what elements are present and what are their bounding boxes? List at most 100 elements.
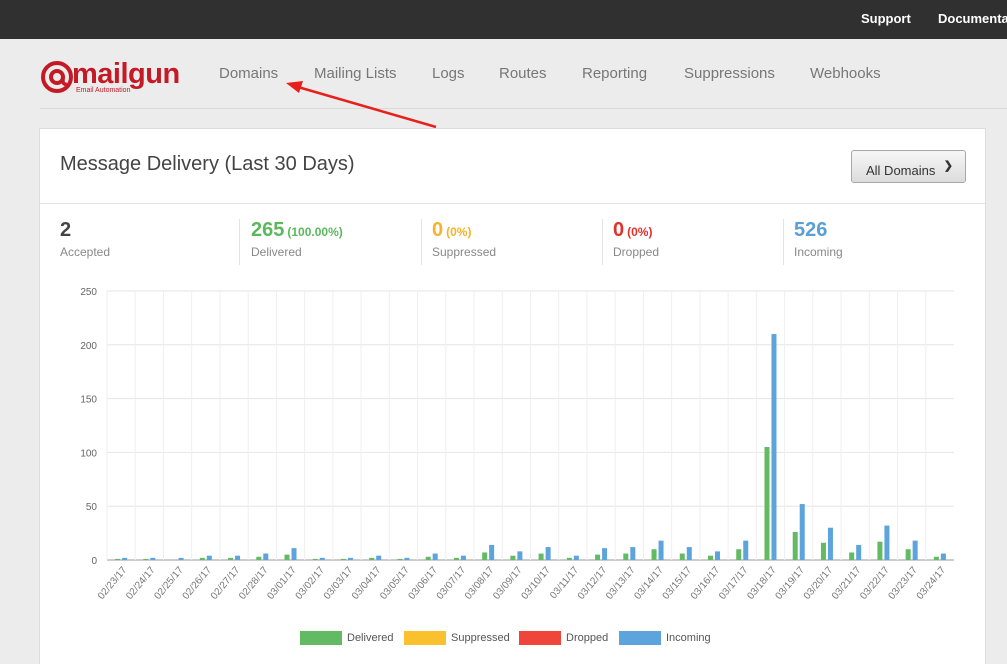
nav-logs[interactable]: Logs — [432, 65, 465, 82]
nav-suppressions[interactable]: Suppressions — [684, 65, 775, 82]
bar-delivered — [340, 558, 346, 560]
y-tick-label: 0 — [91, 556, 97, 567]
bar-delivered — [764, 447, 770, 560]
bar-delivered — [482, 552, 488, 560]
y-tick-label: 200 — [80, 341, 97, 352]
nav-domains[interactable]: Domains — [219, 65, 279, 82]
stat-accepted-label: Accepted — [60, 245, 111, 259]
bar-delivered — [905, 549, 911, 560]
nav-routes[interactable]: Routes — [499, 65, 547, 82]
bar-delivered — [933, 556, 939, 560]
at-sign-icon — [41, 61, 73, 93]
bar-delivered — [143, 558, 149, 560]
delivery-bar-chart: 05010015020025002/23/1702/24/1702/25/170… — [80, 287, 954, 602]
chevron-down-icon: ❯ — [943, 160, 953, 172]
bar-delivered — [877, 541, 883, 560]
bar-delivered — [115, 558, 121, 560]
mailgun-logo[interactable]: mailgun Email Automation — [40, 58, 190, 98]
bar-incoming — [122, 557, 128, 560]
bar-incoming — [912, 540, 918, 560]
nav-webhooks[interactable]: Webhooks — [810, 65, 881, 82]
legend-label-suppressed: Suppressed — [451, 632, 510, 644]
bar-incoming — [178, 557, 184, 560]
legend-label-incoming: Incoming — [666, 632, 711, 644]
support-link[interactable]: Support — [861, 11, 911, 26]
bar-incoming — [686, 547, 692, 560]
stat-separator — [602, 219, 603, 265]
stat-accepted-value: 2 — [60, 219, 72, 241]
card-header-divider — [40, 203, 985, 204]
x-tick-label: 03/24/17 — [915, 565, 949, 602]
bar-incoming — [263, 553, 269, 560]
bar-delivered — [425, 556, 431, 560]
stat-delivered-label: Delivered — [251, 245, 302, 259]
legend-label-dropped: Dropped — [566, 632, 609, 644]
stat-suppressed-pct: (0%) — [446, 225, 472, 239]
stat-suppressed-label: Suppressed — [432, 245, 497, 259]
bar-incoming — [743, 540, 749, 560]
stat-delivered-value: 265 — [251, 219, 285, 241]
bar-incoming — [432, 553, 438, 560]
bar-delivered — [284, 554, 290, 560]
bar-incoming — [319, 557, 325, 560]
bar-incoming — [827, 527, 833, 560]
all-domains-dropdown[interactable]: All Domains ❯ — [851, 150, 966, 183]
bar-incoming — [517, 551, 523, 560]
stat-delivered: 265 (100.00%) Delivered — [251, 219, 343, 267]
nav-reporting[interactable]: Reporting — [582, 65, 648, 82]
bar-incoming — [799, 504, 805, 560]
stat-incoming-value: 526 — [794, 219, 828, 241]
stat-dropped: 0 (0%) Dropped — [613, 219, 659, 267]
bar-incoming — [206, 555, 212, 560]
stat-dropped-label: Dropped — [613, 245, 660, 259]
top-bar: Support Documentat — [0, 0, 1007, 39]
y-tick-label: 150 — [80, 395, 97, 406]
bar-incoming — [573, 555, 579, 560]
bar-incoming — [940, 553, 946, 560]
all-domains-label: All Domains — [866, 163, 936, 178]
bar-incoming — [856, 544, 862, 560]
bar-delivered — [820, 542, 826, 560]
stat-incoming: 526 Incoming — [794, 219, 843, 267]
bar-delivered — [566, 557, 572, 560]
legend-label-delivered: Delivered — [347, 632, 394, 644]
chart-legend: Delivered Suppressed Dropped Incoming — [300, 631, 730, 645]
documentation-link[interactable]: Documentat — [938, 11, 1007, 26]
bar-delivered — [849, 552, 855, 560]
legend-swatch-delivered — [300, 631, 342, 645]
bar-incoming — [404, 557, 410, 560]
bar-delivered — [369, 557, 375, 560]
card-title: Message Delivery (Last 30 Days) — [60, 153, 355, 175]
y-tick-label: 250 — [80, 287, 97, 298]
nav-mailing-lists[interactable]: Mailing Lists — [314, 65, 397, 82]
bar-incoming — [602, 548, 608, 560]
bar-incoming — [884, 525, 890, 560]
bar-delivered — [312, 558, 318, 560]
bar-delivered — [538, 553, 544, 560]
stat-suppressed: 0 (0%) Suppressed — [432, 219, 496, 267]
nav-divider — [40, 108, 1007, 109]
stat-separator — [421, 219, 422, 265]
y-tick-label: 100 — [80, 448, 97, 459]
bar-delivered — [708, 555, 714, 560]
bar-delivered — [736, 549, 742, 560]
stat-dropped-value: 0 — [613, 219, 625, 241]
bar-delivered — [228, 557, 234, 560]
bar-incoming — [291, 548, 297, 560]
logo-brand-suffix: gun — [128, 58, 180, 90]
stat-dropped-pct: (0%) — [627, 225, 653, 239]
logo-tagline: Email Automation — [76, 87, 131, 94]
x-tick-label: 03/10/17 — [519, 565, 553, 602]
logo-brand-prefix: mail — [72, 58, 129, 90]
bar-delivered — [397, 558, 403, 560]
legend-swatch-incoming — [619, 631, 661, 645]
bar-incoming — [489, 544, 495, 560]
legend-swatch-dropped — [519, 631, 561, 645]
bar-delivered — [595, 554, 601, 560]
stat-separator — [239, 219, 240, 265]
bar-incoming — [715, 551, 721, 560]
logo-wordmark: mailgun — [72, 58, 180, 91]
stat-incoming-label: Incoming — [794, 245, 843, 259]
bar-incoming — [347, 557, 353, 560]
bar-incoming — [460, 555, 466, 560]
